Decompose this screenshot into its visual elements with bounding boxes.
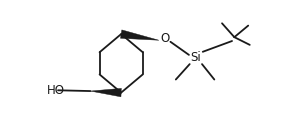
Text: HO: HO xyxy=(47,84,65,97)
Polygon shape xyxy=(120,30,159,40)
Text: Si: Si xyxy=(190,51,201,64)
Text: O: O xyxy=(160,32,170,45)
Polygon shape xyxy=(90,88,121,97)
